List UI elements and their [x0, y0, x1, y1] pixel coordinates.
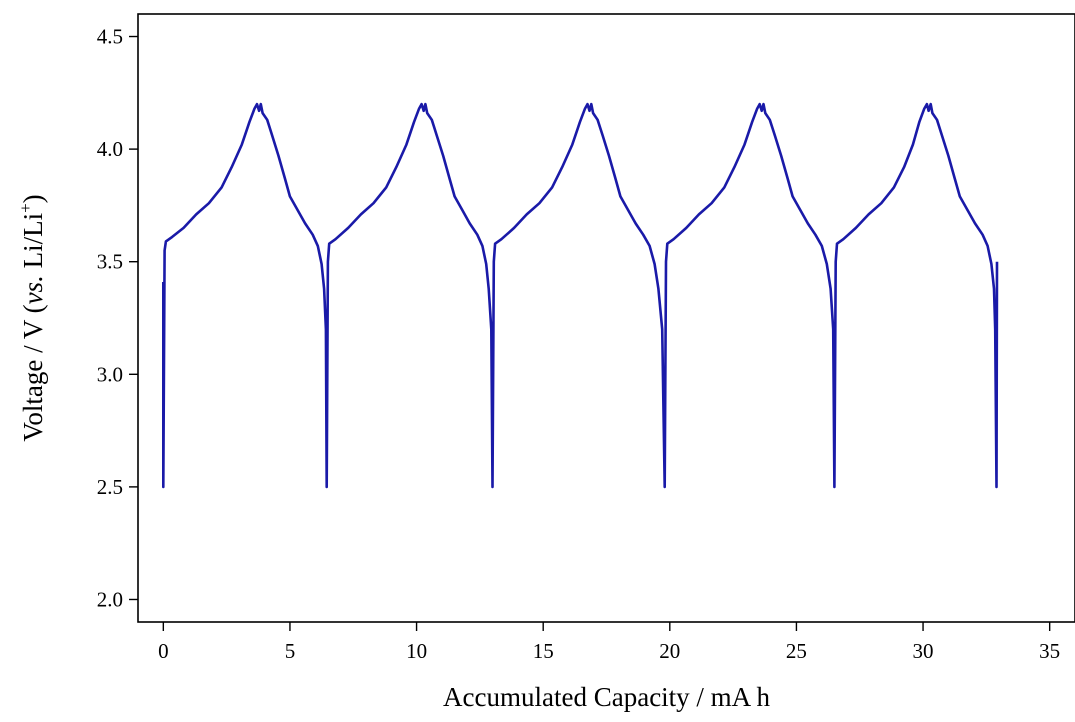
- x-tick-label: 30: [913, 639, 934, 663]
- y-tick-label: 4.0: [97, 137, 123, 161]
- x-tick-label: 5: [285, 639, 296, 663]
- y-tick-label: 3.5: [97, 250, 123, 274]
- y-axis-title-sup: +: [16, 203, 35, 213]
- y-axis-title-mid: Li/Li: [18, 213, 48, 275]
- y-axis-title-suffix: ): [18, 194, 48, 203]
- voltage-curve: [162, 102, 999, 489]
- x-axis: 0 5 10 15 20 25 30 35: [158, 622, 1060, 663]
- y-axis-title-prefix: Voltage / V (: [18, 304, 48, 441]
- x-tick-label: 0: [158, 639, 169, 663]
- x-tick-label: 15: [533, 639, 554, 663]
- y-tick-label: 4.5: [97, 25, 123, 49]
- y-tick-label: 2.5: [97, 475, 123, 499]
- y-axis-title: Voltage / V (vs. Li/Li+): [16, 194, 48, 441]
- x-tick-label: 10: [406, 639, 427, 663]
- y-axis-title-italic: vs.: [18, 275, 48, 304]
- plot-frame: [137, 13, 1075, 623]
- y-tick-label: 2.0: [97, 587, 123, 611]
- y-axis: 2.0 2.5 3.0 3.5 4.0 4.5: [97, 25, 138, 611]
- x-tick-label: 25: [786, 639, 807, 663]
- x-tick-label: 35: [1039, 639, 1060, 663]
- x-tick-label: 20: [659, 639, 680, 663]
- y-tick-label: 3.0: [97, 362, 123, 386]
- x-axis-title: Accumulated Capacity / mA h: [443, 682, 770, 712]
